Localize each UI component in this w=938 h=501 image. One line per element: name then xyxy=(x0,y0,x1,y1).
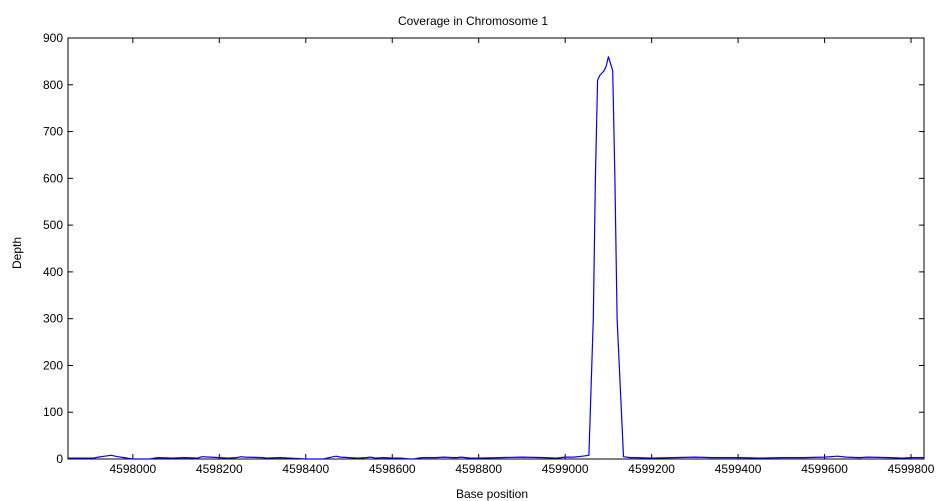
x-tick-label: 4599000 xyxy=(542,462,589,476)
x-tick-label: 4599400 xyxy=(715,462,762,476)
y-tick-label: 700 xyxy=(43,125,63,139)
plot-area: 4598000 4598200 4598400 4598600 4598800 45990… xyxy=(43,31,935,476)
x-tick-label: 4599800 xyxy=(888,462,935,476)
axes-box xyxy=(67,37,925,460)
x-tick-label: 4598200 xyxy=(196,462,243,476)
y-tick-label: 600 xyxy=(43,171,63,185)
y-tick-label: 100 xyxy=(43,405,63,419)
chart-title: Coverage in Chromosome 1 xyxy=(398,14,548,28)
coverage-line xyxy=(68,56,924,460)
x-axis-label: Base position xyxy=(456,487,528,501)
y-tick-label: 900 xyxy=(43,31,63,45)
x-tick-label: 4599600 xyxy=(801,462,848,476)
y-tick-label: 300 xyxy=(43,312,63,326)
y-tick-label: 500 xyxy=(43,218,63,232)
x-tick-label: 4598600 xyxy=(369,462,416,476)
x-tick-label: 4598400 xyxy=(282,462,329,476)
y-tick-label: 400 xyxy=(43,265,63,279)
x-tick-label: 4598000 xyxy=(109,462,156,476)
x-tick-label: 4598800 xyxy=(455,462,502,476)
x-tick-label: 4599200 xyxy=(628,462,675,476)
y-tick-label: 200 xyxy=(43,358,63,372)
y-tick-label: 0 xyxy=(56,452,63,466)
y-axis-label: Depth xyxy=(10,237,24,269)
y-tick-label: 800 xyxy=(43,78,63,92)
